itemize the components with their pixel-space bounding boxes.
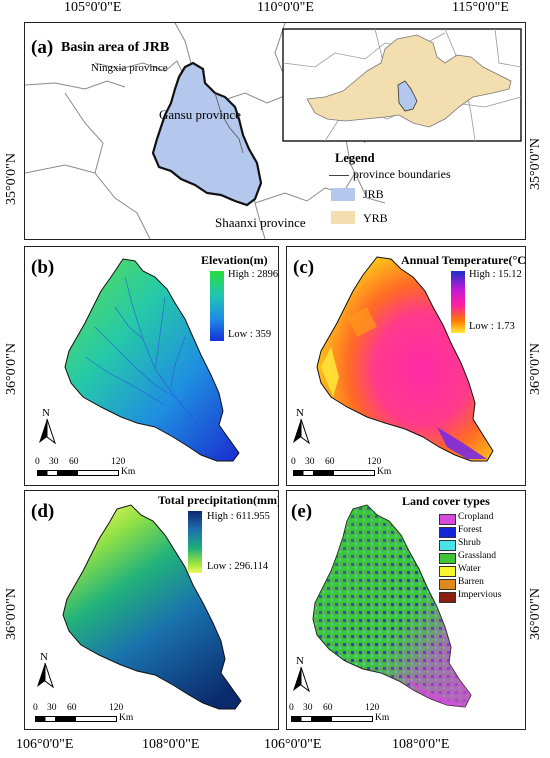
panel-b-elevation: (b) Elevation(m) High : 2896 Low : 359 N… <box>24 246 279 486</box>
scale-tick: 0 <box>33 703 38 713</box>
lat-label-d-left: 36°0'0"N <box>4 588 19 640</box>
province-label-ningxia: Ningxia province <box>91 62 168 74</box>
province-label-shaanxi: Shaanxi province <box>215 215 306 230</box>
panel-a-legend: Legend province boundaries JRB YRB <box>329 151 515 235</box>
lat-label-e-right: 36°0'0"N <box>528 588 543 640</box>
land-cover-label: Cropland <box>458 512 494 522</box>
basin-overview-map <box>25 23 522 239</box>
panel-d-precipitation: (d) Total precipitation(mm) High : 611.9… <box>24 490 279 730</box>
panel-a-label: (a) <box>31 37 54 58</box>
temperature-map <box>316 256 494 462</box>
scale-tick: 120 <box>367 457 382 467</box>
lon-label-110: 110°0'0"E <box>257 0 314 15</box>
scale-bar-c: 0 30 60 120 Km <box>291 457 401 481</box>
scale-tick: 0 <box>35 457 40 467</box>
scale-unit: Km <box>119 713 134 723</box>
lon-label-bottom-e-106: 106°0'0"E <box>264 737 322 752</box>
panel-b-label: (b) <box>31 257 55 278</box>
legend-item-yrb: YRB <box>363 211 388 225</box>
land-cover-label: Shrub <box>458 538 481 548</box>
temperature-title: Annual Temperature(°C) <box>401 253 526 267</box>
lon-label-bottom-d-108: 108°0'0"E <box>142 737 200 752</box>
land-cover-swatch <box>439 553 456 564</box>
precipitation-title: Total precipitation(mm) <box>158 493 279 507</box>
land-cover-swatch <box>439 579 456 590</box>
north-arrow-letter: N <box>40 651 48 663</box>
north-arrow-c: N <box>291 407 311 445</box>
scale-tick: 60 <box>325 457 335 467</box>
land-cover-label: Impervious <box>458 590 502 600</box>
elevation-low: Low : 359 <box>228 329 272 340</box>
province-label-gansu: Gansu province <box>159 107 241 122</box>
scale-tick: 30 <box>303 703 313 713</box>
legend-line-swatch <box>329 175 349 177</box>
scale-tick: 30 <box>47 703 57 713</box>
scale-tick: 120 <box>109 703 124 713</box>
scale-tick: 0 <box>291 457 296 467</box>
panel-c-label: (c) <box>293 257 315 278</box>
land-cover-swatch <box>439 527 456 538</box>
elevation-map <box>64 258 240 462</box>
land-cover-swatch <box>439 540 456 551</box>
land-cover-swatch <box>439 592 456 603</box>
scale-unit: Km <box>377 467 392 477</box>
land-cover-map <box>312 504 472 708</box>
scale-unit: Km <box>375 713 390 723</box>
land-cover-swatch <box>439 514 456 525</box>
lat-label-c-right: 36°0'0"N <box>528 343 543 395</box>
scale-tick: 120 <box>111 457 126 467</box>
scale-tick: 120 <box>365 703 380 713</box>
legend-swatch-yrb <box>331 211 355 224</box>
scale-tick: 30 <box>49 457 59 467</box>
panel-a-title: Basin area of JRB <box>61 40 170 55</box>
north-arrow-d: N <box>35 651 55 689</box>
lon-label-bottom-d-106: 106°0'0"E <box>16 737 74 752</box>
scale-tick: 60 <box>67 703 77 713</box>
panel-d-label: (d) <box>31 501 55 522</box>
north-arrow-letter: N <box>42 407 50 419</box>
north-arrow-b: N <box>37 407 57 445</box>
scale-bar-b: 0 30 60 120 Km <box>35 457 145 481</box>
elevation-title: Elevation(m) <box>201 253 268 267</box>
scale-bar-d: 0 30 60 120 Km <box>33 703 143 727</box>
land-cover-label: Barren <box>458 577 484 587</box>
land-cover-label: Water <box>458 564 481 574</box>
lat-label-a-left: 35°0'0"N <box>4 153 19 205</box>
elevation-high: High : 2896 <box>228 269 279 280</box>
precipitation-low: Low : 296.114 <box>207 561 269 572</box>
lon-label-105: 105°0'0"E <box>64 0 122 15</box>
lat-label-b-left: 36°0'0"N <box>4 343 19 395</box>
north-arrow-letter: N <box>296 407 304 419</box>
precipitation-high: High : 611.955 <box>207 511 270 522</box>
temperature-high: High : 15.12 <box>469 269 522 280</box>
scale-tick: 60 <box>69 457 79 467</box>
scale-unit: Km <box>121 467 136 477</box>
legend-item-province-boundaries: province boundaries <box>353 167 451 181</box>
legend-item-jrb: JRB <box>363 187 384 201</box>
lon-label-115: 115°0'0"E <box>452 0 509 15</box>
panel-e-label: (e) <box>291 501 313 522</box>
legend-title: Legend <box>335 151 375 165</box>
panel-e-land-cover: (e) Land cover types Cropland Forest Shrub… <box>286 490 526 730</box>
panel-a-basin-map: (a) Basin area of JRB Ningxia province G… <box>24 22 526 240</box>
legend-swatch-jrb <box>331 188 355 201</box>
scale-tick: 30 <box>305 457 315 467</box>
temperature-low: Low : 1.73 <box>469 321 515 332</box>
lat-label-a-right: 35°0'0"N <box>528 138 543 190</box>
scale-bar-e: 0 30 60 120 Km <box>289 703 399 727</box>
land-cover-title: Land cover types <box>402 494 490 508</box>
north-arrow-e: N <box>291 655 311 693</box>
lon-label-bottom-e-108: 108°0'0"E <box>392 737 450 752</box>
north-arrow-letter: N <box>296 655 304 667</box>
precipitation-map <box>62 504 242 710</box>
land-cover-label: Forest <box>458 525 482 535</box>
land-cover-legend: Cropland Forest Shrub Grassland Water Barren I… <box>439 512 523 609</box>
yrb-inset-shape <box>306 34 512 128</box>
scale-tick: 60 <box>323 703 333 713</box>
land-cover-label: Grassland <box>458 551 496 561</box>
scale-tick: 0 <box>289 703 294 713</box>
panel-c-temperature: (c) Annual Temperature(°C) High : 15.12 … <box>286 246 526 486</box>
jrb-basin-shape <box>151 61 263 207</box>
land-cover-swatch <box>439 566 456 577</box>
